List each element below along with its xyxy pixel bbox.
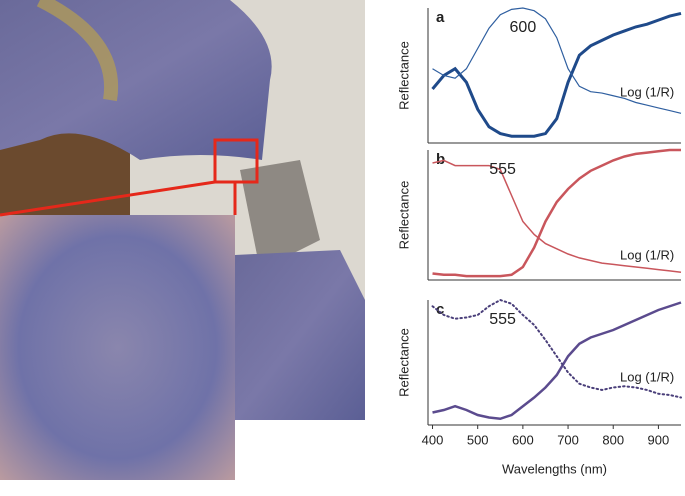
zoom-inset <box>0 215 235 480</box>
robe-lower <box>235 250 365 420</box>
x-tick-label: 400 <box>422 432 444 447</box>
x-tick-label: 500 <box>467 432 489 447</box>
gold-fold <box>36 0 119 102</box>
y-axis-label: Reflectance <box>396 41 411 110</box>
y-axis-label: Reflectance <box>396 328 411 397</box>
spectrum-line <box>431 298 682 399</box>
series-label: Log (1/R) <box>620 85 674 100</box>
zoom-line <box>0 180 216 217</box>
y-axis-label: Reflectance <box>396 181 411 250</box>
spectrum-line <box>432 148 681 278</box>
x-tick-label: 700 <box>557 432 579 447</box>
spectrum-line <box>432 159 682 273</box>
spectrum-line <box>431 11 682 138</box>
series-label: Log (1/R) <box>620 369 674 384</box>
x-tick-label: 800 <box>602 432 624 447</box>
peak-label: 600 <box>510 19 537 36</box>
x-tick-label: 600 <box>512 432 534 447</box>
series-label: Log (1/R) <box>620 248 674 263</box>
panel-label: b <box>436 151 445 168</box>
x-tick-label: 900 <box>648 432 670 447</box>
shadow <box>240 160 320 270</box>
peak-label: 555 <box>489 161 516 178</box>
panel-label: a <box>436 9 445 26</box>
spectrum-line <box>432 301 682 421</box>
panel-label: c <box>436 301 444 318</box>
photo <box>0 0 365 480</box>
robe <box>0 0 272 160</box>
x-axis-label: Wavelengths (nm) <box>502 461 607 476</box>
spectrum-line <box>432 7 682 114</box>
peak-label: 555 <box>489 311 516 328</box>
